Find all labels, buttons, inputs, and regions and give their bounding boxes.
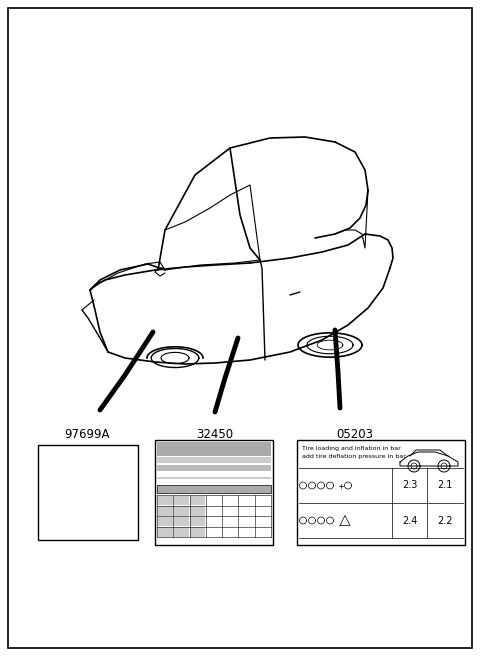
Text: 2.3: 2.3 [402, 480, 417, 491]
Text: Tire loading and inflation in bar: Tire loading and inflation in bar [302, 446, 401, 451]
Bar [297, 440, 465, 545]
Bar [190, 495, 205, 505]
Bar [157, 442, 271, 456]
Text: 2.2: 2.2 [437, 516, 453, 525]
Bar [38, 445, 138, 540]
Bar [174, 495, 189, 505]
Text: 32450: 32450 [196, 428, 234, 441]
Bar [190, 516, 205, 526]
Text: 97699A: 97699A [64, 428, 110, 441]
Bar [157, 465, 271, 471]
Bar [157, 457, 271, 463]
Bar [157, 516, 173, 526]
Bar [157, 506, 173, 516]
Text: 2.1: 2.1 [437, 480, 453, 491]
Bar [157, 485, 271, 493]
Bar [155, 440, 273, 545]
Bar [190, 527, 205, 537]
Bar [174, 527, 189, 537]
Bar [157, 527, 173, 537]
Bar [157, 495, 173, 505]
Bar [174, 516, 189, 526]
Text: 2.4: 2.4 [402, 516, 417, 525]
Text: 05203: 05203 [336, 428, 373, 441]
Text: add tire deflation pressure in bar: add tire deflation pressure in bar [302, 454, 406, 459]
Bar [174, 506, 189, 516]
Bar [190, 506, 205, 516]
